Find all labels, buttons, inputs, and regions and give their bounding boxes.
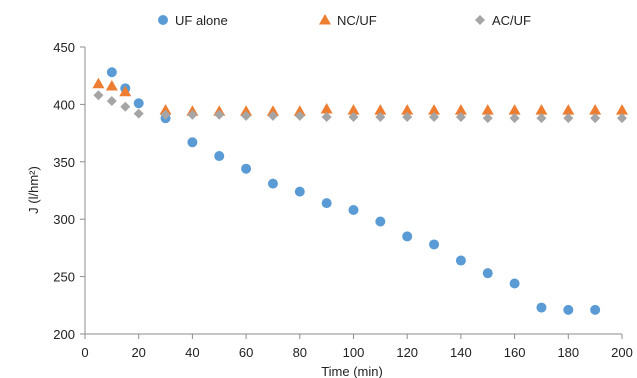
- data-point: [535, 104, 548, 115]
- x-tick-label: 80: [293, 345, 307, 360]
- data-point: [563, 304, 574, 315]
- data-point: [536, 302, 547, 313]
- data-point: [133, 108, 144, 119]
- y-tick-label: 350: [53, 155, 75, 170]
- data-point: [616, 104, 628, 115]
- x-tick-label: 200: [611, 345, 633, 360]
- y-tick-label: 400: [53, 97, 75, 112]
- data-point: [590, 113, 601, 124]
- data-point: [240, 105, 253, 116]
- data-point: [402, 112, 413, 123]
- data-point: [562, 104, 575, 115]
- data-point: [617, 113, 627, 124]
- x-tick-label: 20: [131, 345, 145, 360]
- data-point: [482, 113, 493, 124]
- legend-label: NC/UF: [337, 13, 377, 28]
- data-point: [455, 112, 466, 123]
- data-point: [241, 163, 252, 174]
- data-point: [509, 113, 520, 124]
- data-point: [454, 104, 467, 115]
- axes: 200 250 300 350 400 450 0 20 40 60 80 100 120 140 160 1…: [53, 40, 633, 360]
- data-point: [214, 109, 225, 120]
- data-point: [160, 109, 171, 120]
- data-point: [214, 151, 225, 162]
- data-point: [429, 112, 440, 123]
- x-tick-label: 100: [343, 345, 365, 360]
- legend-marker: [319, 14, 331, 25]
- data-point: [187, 109, 198, 120]
- data-point: [455, 255, 466, 266]
- data-point: [321, 112, 332, 123]
- legend-label: UF alone: [175, 13, 228, 28]
- data-point: [105, 80, 118, 91]
- data-point: [159, 104, 172, 115]
- x-tick-label: 180: [557, 345, 579, 360]
- data-point: [536, 113, 547, 124]
- data-point: [348, 205, 359, 216]
- x-tick-label: 40: [185, 345, 199, 360]
- data-point: [563, 113, 574, 124]
- legend-marker: [475, 15, 485, 25]
- data-point: [509, 278, 520, 289]
- data-point: [106, 95, 117, 106]
- data-point: [133, 98, 144, 109]
- data-point: [375, 112, 386, 123]
- legend-marker: [158, 15, 168, 25]
- data-marks: [92, 67, 628, 315]
- data-point: [92, 77, 105, 89]
- data-point: [429, 239, 440, 250]
- data-point: [294, 186, 305, 197]
- legend-label: AC/UF: [492, 13, 531, 28]
- data-point: [120, 101, 131, 112]
- x-tick-label: 140: [450, 345, 472, 360]
- data-point: [375, 216, 386, 227]
- data-point: [320, 102, 333, 114]
- data-point: [348, 112, 359, 123]
- data-point: [321, 198, 332, 209]
- x-tick-label: 0: [81, 345, 88, 360]
- x-tick-label: 160: [504, 345, 526, 360]
- data-point: [481, 104, 494, 115]
- data-point: [590, 304, 601, 315]
- legend: UF alone NC/UF AC/UF: [158, 13, 531, 28]
- series-ac-uf: [93, 90, 627, 124]
- data-point: [508, 104, 521, 115]
- data-point: [267, 178, 278, 189]
- data-point: [401, 104, 414, 115]
- y-tick-label: 300: [53, 212, 75, 227]
- y-tick-label: 250: [53, 270, 75, 285]
- data-point: [402, 231, 413, 242]
- data-point: [482, 268, 493, 279]
- data-point: [374, 104, 387, 115]
- y-tick-label: 200: [53, 327, 75, 342]
- x-tick-label: 120: [396, 345, 418, 360]
- data-point: [187, 137, 198, 148]
- y-axis-title: J (l/hm²): [26, 166, 41, 214]
- data-point: [106, 67, 117, 78]
- x-tick-label: 60: [239, 345, 253, 360]
- data-point: [241, 110, 252, 121]
- data-point: [267, 110, 278, 121]
- data-point: [266, 105, 279, 116]
- series-nc-uf: [92, 77, 628, 116]
- data-point: [347, 104, 360, 115]
- data-point: [119, 85, 132, 97]
- data-point: [93, 90, 104, 101]
- data-point: [294, 110, 305, 121]
- x-axis-title: Time (min): [321, 364, 383, 378]
- data-point: [428, 104, 441, 115]
- data-point: [293, 105, 306, 116]
- data-point: [589, 104, 602, 115]
- y-tick-label: 450: [53, 40, 75, 55]
